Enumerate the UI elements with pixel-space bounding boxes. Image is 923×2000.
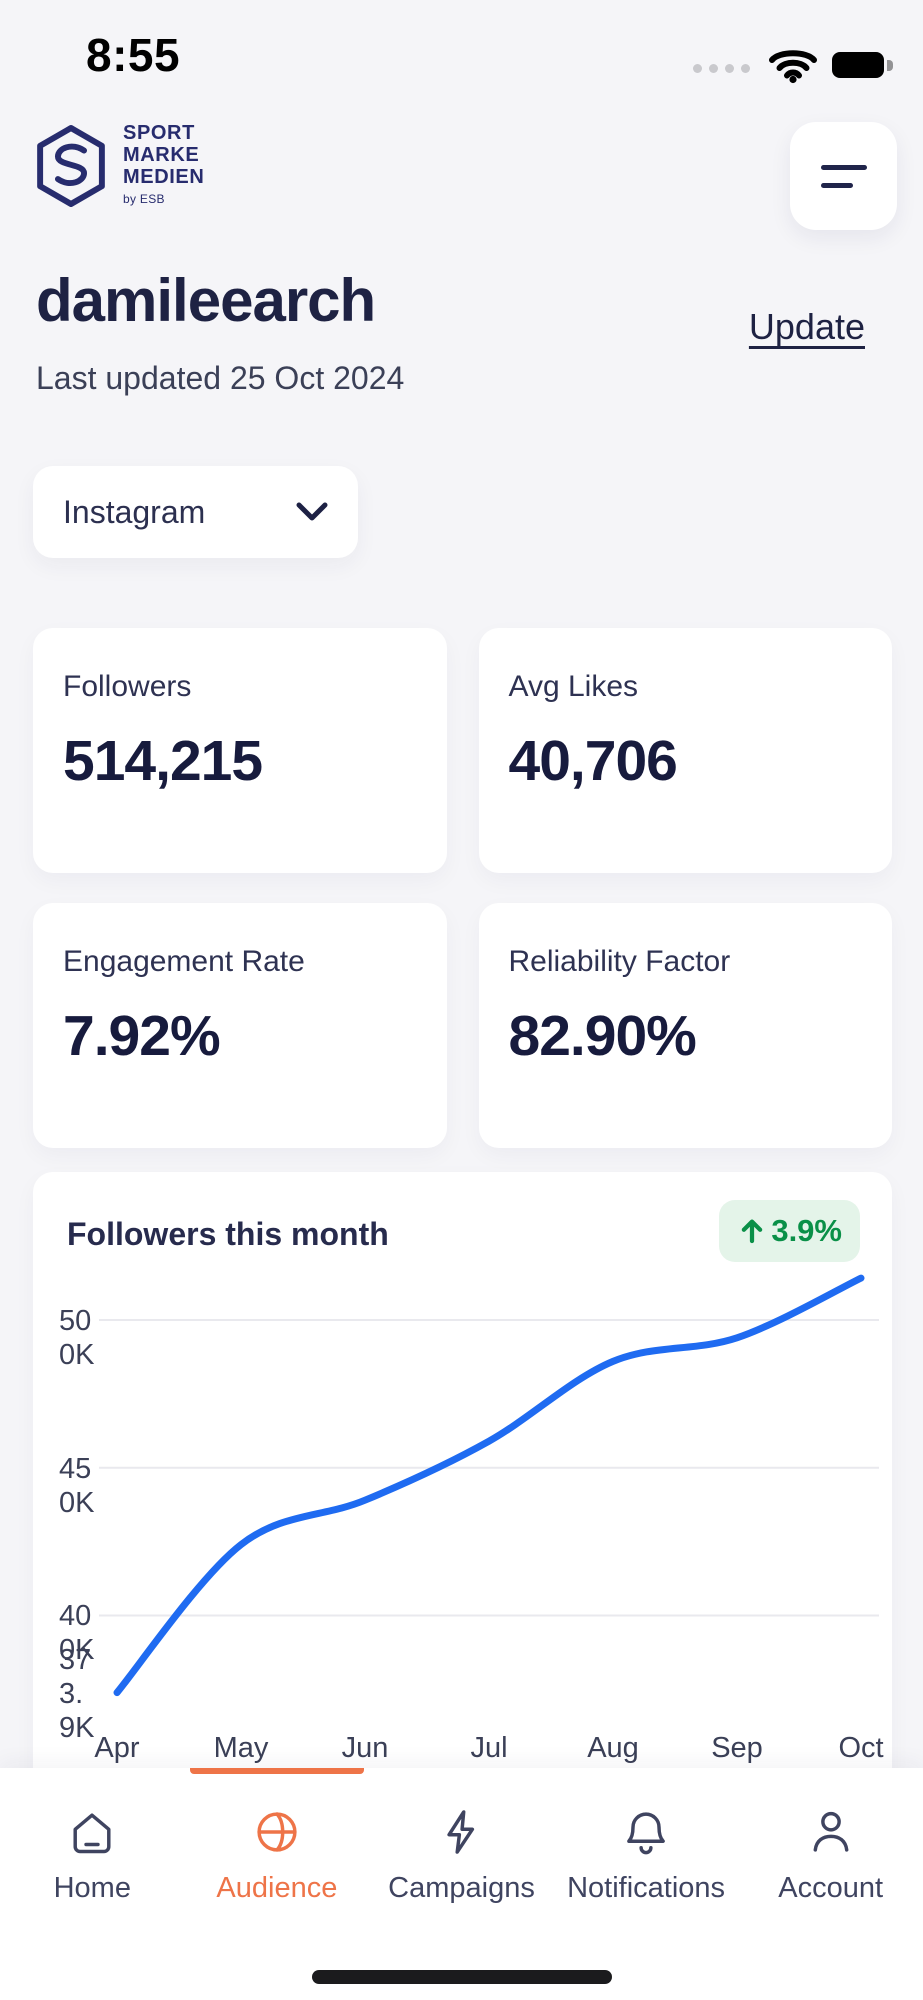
active-tab-indicator [190, 1768, 364, 1774]
stat-label: Followers [63, 670, 192, 703]
stat-label: Engagement Rate [63, 945, 305, 978]
x-axis-tick: Aug [587, 1732, 639, 1764]
nav-campaigns-label: Campaigns [388, 1872, 535, 1904]
logo-subtext: by ESB [123, 192, 165, 206]
y-axis-tick: 500K [59, 1305, 95, 1372]
page-title-username: damileearch [36, 267, 376, 334]
last-updated-text: Last updated 25 Oct 2024 [36, 360, 405, 396]
wifi-icon [769, 50, 817, 84]
nav-notifications[interactable]: Notifications [554, 1768, 739, 2000]
followers-line-chart: 500K 450K 400K 373.9K Apr May Jun Jul Aug Sep Oct [33, 1258, 892, 1812]
nav-audience[interactable]: Audience [185, 1768, 370, 2000]
stat-value: 40,706 [508, 729, 678, 793]
y-axis-tick: 373.9K [59, 1643, 95, 1744]
followers-chart-card: Followers this month 3.9% 500K 450K 400K 37… [33, 1172, 892, 1812]
growth-badge: 3.9% [719, 1200, 860, 1262]
status-time: 8:55 [86, 29, 181, 81]
person-icon [813, 1811, 849, 1852]
growth-badge-value: 3.9% [771, 1213, 842, 1248]
stat-card-reliability-factor: Reliability Factor 82.90% [478, 903, 892, 1148]
nav-audience-label: Audience [216, 1872, 338, 1904]
platform-dropdown-value: Instagram [63, 493, 206, 530]
y-axis-tick: 400K [59, 1600, 95, 1667]
stat-card-followers: Followers 514,215 [33, 628, 447, 873]
nav-home[interactable]: Home [0, 1768, 185, 2000]
sport-marke-medien-logo[interactable]: SPORT MARKE MEDIEN by ESB [33, 122, 303, 210]
logo-hexagon-icon [37, 125, 105, 207]
nav-campaigns[interactable]: Campaigns [369, 1768, 554, 2000]
logo-line: MARKE [123, 144, 200, 166]
logo-line: SPORT [123, 122, 195, 144]
stat-value: 82.90% [508, 1004, 697, 1068]
bottom-nav: Home Audience Campaigns [0, 1768, 923, 2000]
x-axis-tick: Apr [94, 1732, 140, 1764]
nav-account-label: Account [778, 1872, 884, 1904]
up-arrow-icon [742, 1219, 763, 1244]
chevron-down-icon [296, 502, 328, 521]
header: SPORT MARKE MEDIEN by ESB [33, 122, 897, 234]
nav-home-label: Home [53, 1872, 131, 1904]
nav-notifications-label: Notifications [567, 1872, 726, 1904]
nav-account[interactable]: Account [738, 1768, 923, 2000]
status-icons [693, 46, 893, 84]
x-axis-tick: May [213, 1732, 269, 1764]
stat-value: 7.92% [63, 1004, 221, 1068]
hamburger-icon [820, 164, 867, 188]
lightning-bolt-icon [447, 1810, 475, 1854]
chart-title: Followers this month [67, 1216, 389, 1252]
platform-dropdown[interactable]: Instagram [33, 466, 358, 558]
battery-icon [832, 52, 893, 78]
stats-grid: Followers 514,215 Avg Likes 40,706 Engag… [33, 628, 892, 1148]
cellular-dots-icon [693, 63, 750, 73]
home-icon [73, 1813, 111, 1854]
menu-button[interactable] [790, 122, 897, 230]
stat-card-avg-likes: Avg Likes 40,706 [478, 628, 892, 873]
stat-label: Reliability Factor [508, 945, 731, 978]
x-axis-tick: Oct [838, 1732, 884, 1764]
logo-wordmark: SPORT MARKE MEDIEN by ESB [123, 122, 204, 210]
stat-label: Avg Likes [508, 670, 639, 703]
logo-line: MEDIEN [123, 166, 205, 188]
home-indicator[interactable] [311, 1970, 612, 1984]
audience-icon [257, 1812, 297, 1852]
x-axis-tick: Jun [341, 1732, 389, 1764]
x-axis-tick: Sep [711, 1732, 763, 1764]
stat-value: 514,215 [63, 729, 263, 793]
bell-icon [627, 1812, 665, 1855]
chart-plot-svg [99, 1274, 879, 1697]
y-axis-tick: 450K [59, 1452, 95, 1519]
x-axis-tick: Jul [470, 1732, 508, 1764]
stat-card-engagement-rate: Engagement Rate 7.92% [33, 903, 447, 1148]
update-link[interactable]: Update [748, 306, 865, 347]
